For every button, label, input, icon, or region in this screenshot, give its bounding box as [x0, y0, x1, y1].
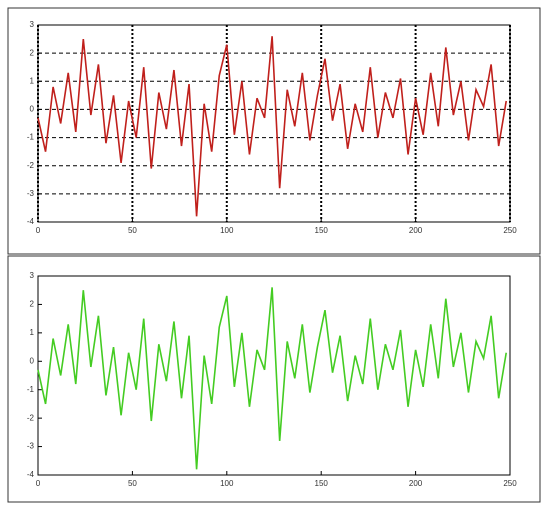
x-tick-label: 150: [315, 226, 329, 235]
y-tick-label: 1: [30, 328, 35, 337]
y-tick-label: 2: [30, 300, 35, 309]
x-tick-label: 50: [128, 479, 137, 488]
data-line: [37, 36, 508, 217]
x-tick-label: 150: [315, 479, 329, 488]
y-tick-label: 3: [30, 20, 35, 29]
x-tick-label: 100: [220, 479, 234, 488]
y-tick-label: -1: [27, 133, 35, 142]
panel-frame: [7, 7, 541, 255]
y-tick-label: 0: [30, 105, 35, 114]
y-tick-label: 2: [30, 48, 35, 57]
x-tick-label: 200: [409, 226, 423, 235]
data-line: [37, 287, 508, 470]
x-tick-label: 200: [409, 479, 423, 488]
y-tick-label: 0: [30, 356, 35, 365]
y-tick-label: -4: [27, 217, 35, 226]
y-tick-label: -1: [27, 385, 35, 394]
x-tick-label: 100: [220, 226, 234, 235]
x-tick-label: 0: [36, 226, 41, 235]
y-tick-label: 3: [30, 271, 35, 280]
y-tick-label: -4: [27, 470, 35, 479]
plot-area: [37, 24, 511, 223]
x-tick-label: 50: [128, 226, 137, 235]
x-tick-label: 250: [503, 226, 517, 235]
x-tick-label: 0: [36, 479, 41, 488]
y-tick-label: -2: [27, 161, 35, 170]
y-tick-label: -2: [27, 413, 35, 422]
panel-frame: [7, 255, 541, 503]
y-tick-label: -3: [27, 189, 35, 198]
y-tick-label: -3: [27, 442, 35, 451]
plot-area: [37, 275, 511, 476]
y-tick-label: 1: [30, 76, 35, 85]
x-tick-label: 250: [503, 479, 517, 488]
